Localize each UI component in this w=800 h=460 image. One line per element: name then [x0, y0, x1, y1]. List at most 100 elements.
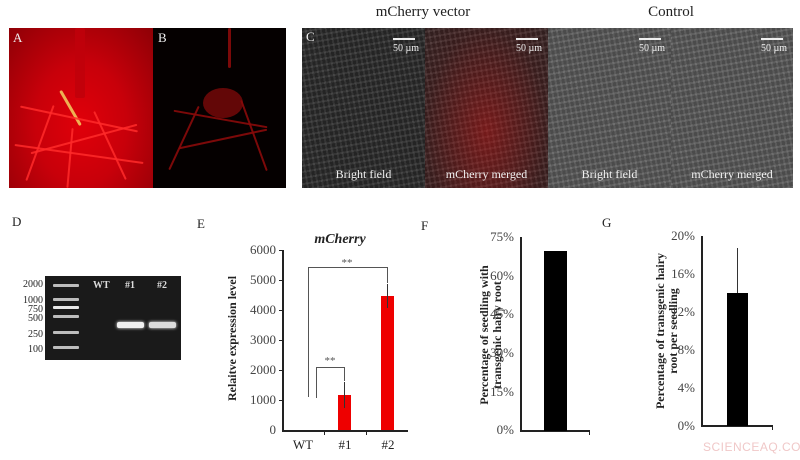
x-tick-label: #1 [338, 437, 352, 452]
panel-label-g: G [602, 215, 612, 230]
y-axis [282, 250, 284, 432]
ladder-band [53, 331, 79, 334]
y-axis [701, 236, 703, 427]
panel-label-a: A [13, 30, 23, 45]
y-tick [279, 370, 283, 371]
image-caption: Bright field [335, 167, 392, 181]
y-tick [279, 310, 283, 311]
image-caption: Bright field [581, 167, 638, 181]
y-axis-label: Percentage of transgenic hairy root per … [653, 226, 680, 436]
ladder-label-2000: 2000 [23, 279, 43, 290]
x-tick [589, 430, 590, 435]
y-tick-label: 8% [677, 342, 695, 357]
x-axis [701, 425, 773, 427]
panel-label-f: F [421, 218, 429, 233]
significance-bracket-2 [308, 267, 387, 268]
x-tick [772, 425, 773, 430]
ladder-band [53, 306, 79, 309]
ladder-label-100: 100 [28, 344, 43, 355]
y-tick-label: 16% [671, 266, 695, 281]
y-axis-label-line-2: transgenic hairy root [490, 281, 504, 389]
y-tick-label: 3000 [250, 332, 276, 347]
root-branch [93, 111, 127, 180]
x-tick [324, 430, 325, 435]
group-title-mcherry-vector: mCherry vector [375, 4, 471, 20]
significance-bracket-1 [316, 367, 345, 368]
scale-bar [516, 38, 538, 40]
y-tick-label: 45% [490, 306, 514, 321]
y-tick-label: 30% [490, 345, 514, 360]
band-sample-1 [117, 322, 144, 328]
ladder-band [53, 346, 79, 349]
y-tick [279, 340, 283, 341]
chart-title: mCherry [314, 232, 366, 247]
bar-seedling-percentage [544, 251, 567, 431]
root-stem [75, 28, 85, 98]
scale-bar [639, 38, 661, 40]
y-tick-label: 0% [496, 422, 514, 437]
ladder-label-500: 500 [28, 313, 43, 324]
band-sample-2 [149, 322, 176, 328]
panel-label-b: B [158, 30, 167, 45]
scale-bar [761, 38, 783, 40]
panel-label-e: E [197, 216, 205, 231]
y-tick-label: 15% [490, 384, 514, 399]
group-title-control: Control [648, 4, 694, 20]
y-tick-label: 20% [671, 228, 695, 243]
x-axis [282, 430, 408, 432]
significance-label-2: ** [341, 257, 353, 269]
bar-hairy-root-percentage [727, 293, 748, 426]
y-tick-label: 0 [269, 422, 277, 437]
error-bar-2 [387, 284, 388, 308]
image-caption: mCherry merged [691, 167, 773, 181]
lane-label-wt: WT [93, 280, 110, 291]
y-tick-label: 1000 [250, 392, 276, 407]
scale-label: 50 µm [392, 43, 419, 54]
y-tick [279, 400, 283, 401]
lane-label-2: #2 [157, 280, 167, 291]
scale-bar [393, 38, 415, 40]
root-cluster [203, 88, 243, 118]
significance-bracket-2 [387, 267, 388, 283]
x-tick-label: #2 [381, 437, 395, 452]
ladder-label-750: 750 [28, 304, 43, 315]
image-caption: mCherry merged [445, 167, 528, 181]
y-tick-label: 0% [677, 418, 695, 433]
ladder-band [53, 284, 79, 287]
scale-label: 50 µm [760, 43, 787, 54]
lane-label-1: #1 [125, 280, 135, 291]
x-axis [520, 430, 590, 432]
panel-label-c: C [306, 29, 315, 44]
y-tick-label: 5000 [250, 272, 276, 287]
error-bar-1 [344, 382, 345, 408]
bar-1 [338, 395, 351, 430]
root-branch [25, 105, 55, 181]
root-stem [228, 28, 231, 68]
ladder-band [53, 298, 79, 301]
scale-label: 50 µm [638, 43, 665, 54]
micrograph-control-merged: 50 µm mCherry merged [671, 28, 793, 188]
y-tick-label: 6000 [250, 242, 276, 257]
micrograph-mcherry-bright-field: C 50 µm Bright field [302, 28, 425, 188]
agarose-gel-image: WT #1 #2 [45, 276, 181, 360]
y-tick [279, 280, 283, 281]
y-axis-label-line-2: root per seedling [666, 288, 680, 374]
panel-b-root-image: B [153, 28, 286, 188]
significance-bracket-1 [344, 367, 345, 381]
x-tick [366, 430, 367, 435]
micrograph-control-bright-field: 50 µm Bright field [548, 28, 671, 188]
y-tick-label: 75% [490, 229, 514, 244]
micrograph-mcherry-merged: 50 µm mCherry merged [425, 28, 548, 188]
bar-2 [381, 296, 394, 430]
scale-label: 50 µm [515, 43, 542, 54]
y-tick-label: 4000 [250, 302, 276, 317]
significance-bracket-1 [316, 367, 317, 398]
significance-bracket-2 [308, 267, 309, 397]
ladder-band [53, 315, 79, 318]
root-branch [168, 105, 200, 171]
y-tick-label: 12% [671, 304, 695, 319]
panel-label-d: D [12, 214, 22, 229]
y-tick [279, 250, 283, 251]
error-bar [737, 248, 738, 293]
watermark: SCIENCEAQ.COM [703, 440, 800, 454]
